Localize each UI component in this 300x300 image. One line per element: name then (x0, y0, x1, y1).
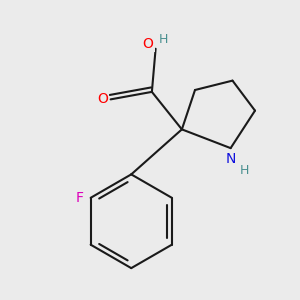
Text: H: H (159, 33, 169, 46)
Text: H: H (240, 164, 250, 177)
Text: N: N (225, 152, 236, 166)
Text: F: F (75, 191, 83, 205)
Text: O: O (143, 37, 154, 51)
Text: O: O (97, 92, 108, 106)
